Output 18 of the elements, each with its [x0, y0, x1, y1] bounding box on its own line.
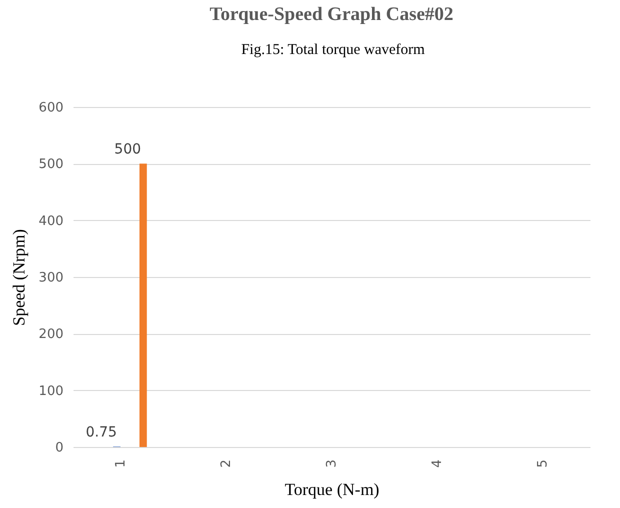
y-tick-label: 200 [38, 327, 64, 342]
y-tick-label: 0 [55, 440, 64, 456]
y-tick-label: 600 [38, 100, 64, 116]
x-tick-label: 4 [430, 460, 446, 468]
x-tick-label: 3 [324, 460, 340, 468]
x-tick-label: 1 [113, 460, 128, 468]
x-tick-label: 2 [218, 460, 234, 468]
y-axis-title: Speed (Nrpm) [10, 229, 29, 326]
data-label: 500 [114, 142, 142, 158]
y-tick-label: 400 [38, 214, 64, 229]
x-axis-title: Torque (N-m) [284, 480, 380, 499]
data-label: 0.75 [86, 424, 117, 441]
y-tick-label: 300 [38, 270, 64, 286]
x-tick-label: 5 [536, 460, 551, 468]
y-tick-label: 500 [38, 157, 64, 172]
y-tick-label: 100 [38, 384, 64, 399]
caption: Fig.15: Total torque waveform [241, 42, 426, 58]
chart-title: Torque-Speed Graph Case#02 [210, 4, 454, 25]
